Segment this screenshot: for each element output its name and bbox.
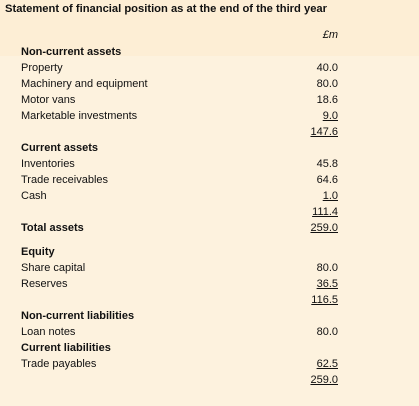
line-item-value: 1.0 (322, 190, 338, 202)
header-band (0, 0, 419, 56)
section-heading-row: Non-current liabilities (0, 308, 419, 324)
line-item-label: Trade payables (21, 358, 97, 370)
line-item-row: Cash 1.0 (0, 188, 419, 204)
line-item-row: 259.0 (0, 372, 419, 388)
unit-label: £m (322, 29, 338, 41)
line-item-value: 9.0 (322, 110, 338, 122)
line-item-row: Share capital 80.0 (0, 260, 419, 276)
line-item-label: Share capital (21, 262, 86, 274)
line-item-value: 259.0 (310, 222, 338, 234)
line-item-label: Property (21, 62, 63, 74)
line-item-row: Loan notes 80.0 (0, 324, 419, 340)
subtotal-value: 111.4 (312, 206, 338, 218)
section-heading: Non-current liabilities (21, 310, 135, 322)
section-heading: Non-current assets (21, 46, 122, 58)
line-item-value: 18.6 (316, 94, 338, 106)
line-item-row: Machinery and equipment 80.0 (0, 76, 419, 92)
line-item-row: 147.6 (0, 124, 419, 140)
line-item-label: Loan notes (21, 326, 76, 338)
line-item-label: Trade receivables (21, 174, 109, 186)
section-heading: Equity (21, 246, 55, 258)
section-heading: Total assets (21, 222, 84, 234)
subtotal-value: 116.5 (311, 294, 338, 306)
line-item-label: Reserves (21, 278, 68, 290)
section-heading-row: Total assets 259.0 (0, 220, 419, 236)
statement-title: Statement of financial position as at th… (5, 3, 327, 15)
subtotal-value: 259.0 (310, 374, 338, 386)
section-heading-row: Non-current assets (0, 44, 419, 60)
line-item-value: 36.5 (316, 278, 338, 290)
line-item-row: 116.5 (0, 292, 419, 308)
section-heading-row: Current assets (0, 140, 419, 156)
line-item-row: 111.4 (0, 204, 419, 220)
line-item-value: 80.0 (316, 78, 338, 90)
line-item-row: Trade payables 62.5 (0, 356, 419, 372)
line-item-value: 80.0 (316, 262, 338, 274)
section-heading: Current liabilities (21, 342, 111, 354)
subtotal-value: 147.6 (310, 126, 338, 138)
line-item-row: Reserves 36.5 (0, 276, 419, 292)
line-item-row: Motor vans 18.6 (0, 92, 419, 108)
line-item-label: Motor vans (21, 94, 76, 106)
line-item-label: Machinery and equipment (21, 78, 148, 90)
line-item-row: Marketable investments 9.0 (0, 108, 419, 124)
line-item-row: Inventories 45.8 (0, 156, 419, 172)
line-item-value: 64.6 (316, 174, 338, 186)
line-item-label: Cash (21, 190, 47, 202)
line-item-value: 62.5 (316, 358, 338, 370)
line-item-value: 45.8 (316, 158, 338, 170)
line-item-label: Inventories (21, 158, 75, 170)
line-item-value: 40.0 (316, 62, 338, 74)
line-item-label: Marketable investments (21, 110, 138, 122)
line-item-row: Trade receivables 64.6 (0, 172, 419, 188)
line-item-row: Property 40.0 (0, 60, 419, 76)
section-heading-row: Current liabilities (0, 340, 419, 356)
section-heading-row: Equity (0, 244, 419, 260)
section-heading: Current assets (21, 142, 99, 154)
line-item-value: 80.0 (316, 326, 338, 338)
